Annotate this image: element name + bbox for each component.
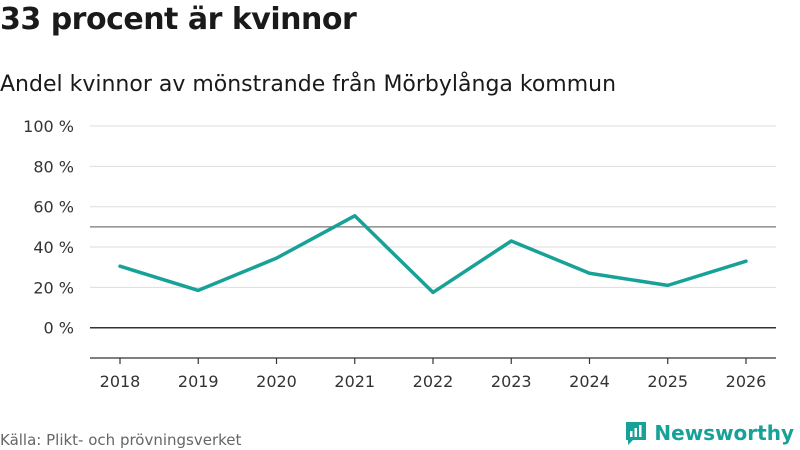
y-tick-label: 0 %	[44, 319, 74, 338]
x-tick-label: 2025	[647, 372, 688, 391]
y-tick-label: 80 %	[33, 157, 74, 176]
data-point	[431, 290, 435, 294]
data-point	[275, 256, 278, 260]
data-point	[509, 239, 513, 243]
x-tick-label: 2020	[256, 372, 297, 391]
newsworthy-logo-icon	[626, 422, 647, 445]
brand-name: Newsworthy	[654, 421, 794, 445]
x-tick-label: 2019	[178, 372, 219, 391]
y-tick-label: 20 %	[33, 278, 74, 297]
chart-subtitle: Andel kvinnor av mönstrande från Mörbylå…	[0, 72, 617, 97]
y-tick-label: 100 %	[23, 117, 74, 136]
x-tick-label: 2023	[491, 372, 532, 391]
source-note: Källa: Plikt- och prövningsverket	[0, 431, 242, 449]
data-point	[118, 264, 122, 268]
x-tick-label: 2022	[413, 372, 454, 391]
data-point	[744, 259, 748, 263]
x-tick-label: 2024	[569, 372, 610, 391]
brand-logo: Newsworthy	[624, 420, 794, 446]
x-tick-label: 2018	[100, 372, 141, 391]
y-tick-label: 60 %	[33, 198, 74, 217]
chart-title: 33 procent är kvinnor	[0, 2, 357, 37]
x-tick-label: 2026	[726, 372, 767, 391]
data-point	[666, 283, 670, 287]
data-point	[588, 271, 591, 275]
data-point	[196, 288, 200, 292]
x-tick-label: 2021	[334, 372, 375, 391]
data-point	[353, 214, 357, 218]
y-tick-label: 40 %	[33, 238, 74, 257]
